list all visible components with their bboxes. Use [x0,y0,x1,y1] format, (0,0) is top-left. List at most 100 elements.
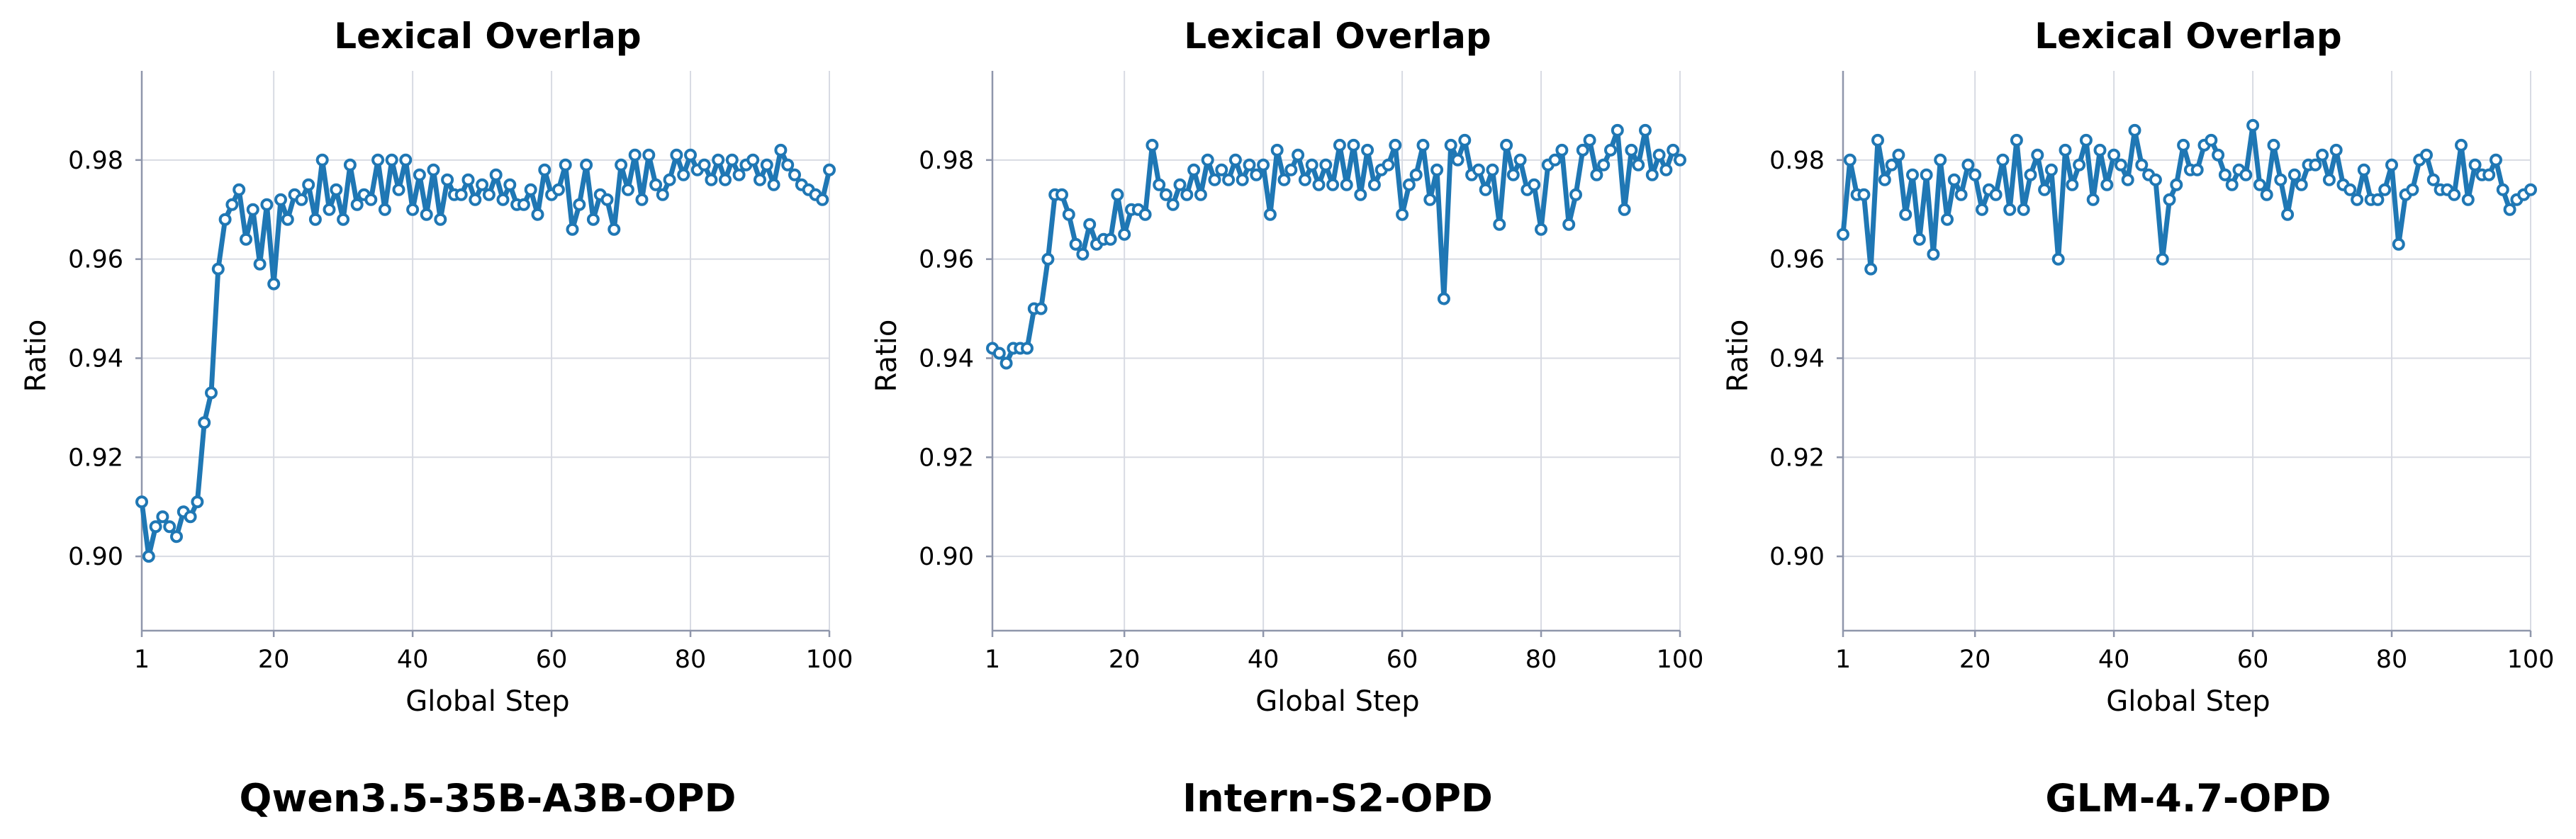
data-point [2281,208,2295,221]
data-point [2093,143,2107,157]
data-point [1250,168,1263,181]
data-point [551,183,565,196]
x-axis-label: Global Step [2106,685,2270,718]
data-point [1611,123,1624,137]
data-point [1263,208,1277,221]
data-point [156,510,169,524]
data-point [1215,163,1228,176]
x-tick-label: 100 [2507,646,2555,674]
data-point [260,198,274,211]
data-point [2044,163,2058,176]
series-markers [986,123,1686,370]
y-tick-label: 0.92 [919,444,974,472]
data-point [992,347,1006,360]
data-point [2149,173,2162,186]
chart-panel-qwen: Lexical Overlap Qwen3.5-35B-A3B-OPD Glob… [20,16,853,821]
data-point [218,213,232,226]
y-tick-label: 0.90 [919,543,974,571]
x-tick-label: 80 [1525,646,1557,674]
x-tick-label: 20 [1959,646,1991,674]
data-point [1941,213,1954,226]
data-point [2267,138,2280,152]
data-point [2461,193,2475,206]
data-point [732,168,746,181]
data-point [1892,148,1905,162]
data-point [337,213,350,226]
data-point [1340,178,1353,191]
data-point [2086,193,2100,206]
data-point [420,208,433,221]
data-point [2212,148,2225,162]
data-point [1257,158,1270,171]
data-point [2420,148,2433,162]
data-point [2079,133,2093,147]
data-point [205,386,218,400]
data-point [378,203,391,216]
data-point [1569,188,1582,201]
data-point [1423,193,1437,206]
data-point [517,198,530,211]
data-point [1597,158,1611,171]
data-point [628,148,642,162]
data-point [1486,163,1499,176]
data-point [2031,148,2044,162]
data-point [538,163,551,176]
panel-title: Lexical Overlap [2034,16,2341,57]
data-point [1430,163,1444,176]
data-point [1857,188,1871,201]
data-point [1041,252,1055,266]
data-point [1243,158,1256,171]
data-point [999,356,1013,370]
data-point [1153,178,1166,191]
data-point [2455,138,2468,152]
data-point [1396,208,1409,221]
data-point [1451,153,1465,167]
data-point [642,148,656,162]
data-point [330,183,343,196]
data-point [767,178,780,191]
data-point [1989,188,2003,201]
data-point [670,148,683,162]
y-tick-label: 0.90 [68,543,123,571]
data-point [2351,193,2364,206]
data-point [719,173,732,186]
data-point [1562,218,1576,231]
data-point [712,153,725,167]
data-point [1104,232,1117,246]
data-point [2287,168,2301,181]
data-point [1284,163,1298,176]
data-point [2260,188,2273,201]
data-point [392,183,405,196]
data-point [2246,118,2260,132]
data-point [489,168,503,181]
data-point [1305,158,1318,171]
data-point [1472,163,1485,176]
x-axis-label: Global Step [1255,685,1419,718]
data-point [281,213,294,226]
data-point [1326,178,1340,191]
y-axis-label: Ratio [20,320,52,393]
data-point [725,153,739,167]
data-point [684,148,697,162]
data-point [2177,138,2190,152]
data-point [2121,173,2134,186]
y-tick-label: 0.98 [68,147,123,175]
y-tick-label: 0.98 [919,147,974,175]
data-point [1920,168,1933,181]
data-point [1201,153,1214,167]
data-point [1506,168,1520,181]
data-point [2385,158,2398,171]
data-point [267,277,281,291]
data-point [754,173,766,186]
data-point [399,153,413,167]
data-point [2156,252,2169,266]
data-point [2051,252,2065,266]
data-point [427,163,440,176]
data-point [1062,208,1075,221]
data-point [1312,178,1326,191]
data-point [225,198,239,211]
data-point [1159,188,1172,201]
chart-panel-intern: Lexical Overlap Intern-S2-OPD Global Ste… [870,16,1703,821]
y-tick-label: 0.90 [1769,543,1825,571]
